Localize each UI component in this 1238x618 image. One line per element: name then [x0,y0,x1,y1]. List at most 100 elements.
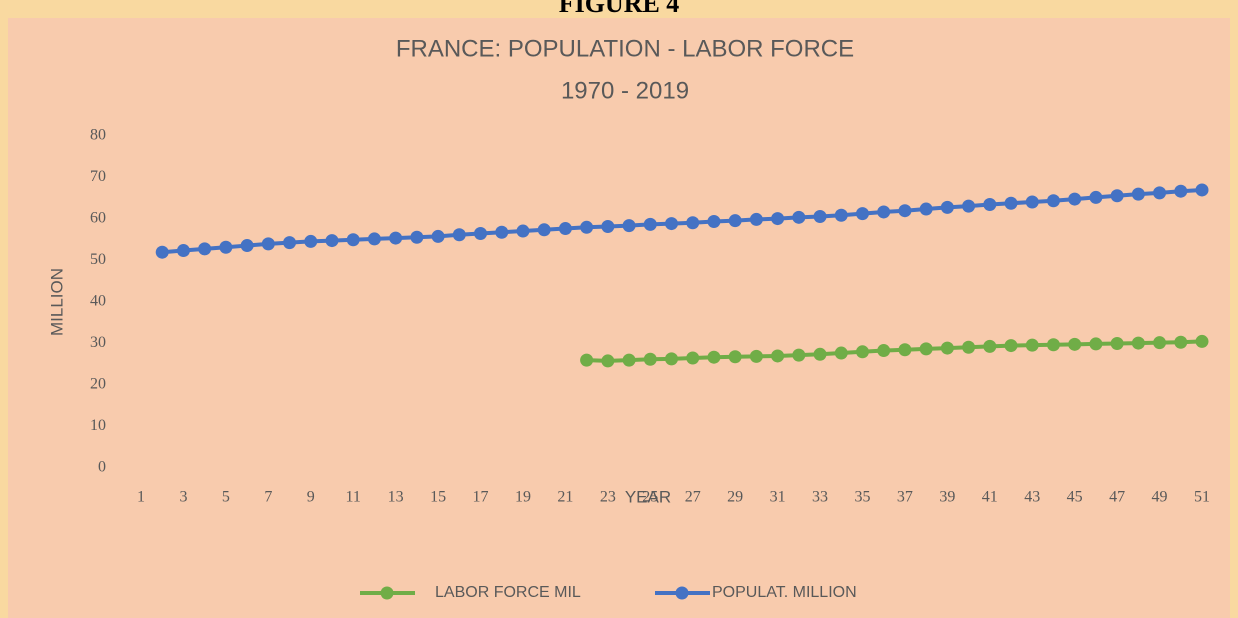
data-point [1046,338,1060,352]
legend-label: LABOR FORCE MIL [435,584,581,601]
x-tick-label: 11 [345,489,360,506]
data-point [219,240,233,254]
data-point [771,349,785,363]
legend-marker [675,586,689,600]
data-point [855,207,869,221]
data-point [580,353,594,367]
data-point [1089,190,1103,204]
data-point [1174,184,1188,198]
data-point [1068,337,1082,351]
data-point [1131,336,1145,350]
legend-label: POPULAT. MILLION [712,584,857,601]
data-point [855,345,869,359]
x-axis-label: YEAR [625,487,671,506]
data-point [771,212,785,226]
data-point [1110,189,1124,203]
data-point [1153,186,1167,200]
data-point [643,217,657,231]
figure-heading: FIGURE 4 [559,0,680,18]
data-point [176,244,190,258]
x-tick-label: 37 [897,489,913,506]
data-point [367,232,381,246]
data-point [643,352,657,366]
y-tick-label: 50 [90,251,106,268]
y-tick-label: 80 [90,127,106,144]
data-point [983,197,997,211]
y-axis-label: MILLION [47,268,66,336]
data-point [495,225,509,239]
data-point [1089,337,1103,351]
data-point [516,224,530,238]
data-point [749,349,763,363]
data-point [389,231,403,245]
data-point [813,210,827,224]
data-point [304,234,318,248]
data-point [962,199,976,213]
x-tick-label: 49 [1152,489,1168,506]
data-point [1174,335,1188,349]
y-tick-label: 0 [98,459,106,476]
data-point [1025,338,1039,352]
data-point [325,234,339,248]
x-tick-label: 5 [222,489,230,506]
data-point [622,353,636,367]
data-point [580,220,594,234]
y-tick-label: 70 [90,168,106,185]
y-tick-label: 60 [90,210,106,227]
data-point [1195,183,1209,197]
x-tick-label: 25 [642,489,658,506]
x-tick-label: 3 [179,489,187,506]
x-tick-label: 39 [939,489,955,506]
data-point [749,212,763,226]
data-point [601,354,615,368]
data-point [940,341,954,355]
data-point [537,223,551,237]
data-point [1195,334,1209,348]
x-tick-label: 13 [388,489,404,506]
data-point [558,222,572,236]
x-tick-label: 33 [812,489,828,506]
x-tick-label: 45 [1067,489,1083,506]
data-point [1004,196,1018,210]
data-point [686,351,700,365]
data-point [728,350,742,364]
data-point [813,347,827,361]
data-point [1025,195,1039,209]
x-tick-label: 23 [600,489,616,506]
chart-area [8,18,1230,618]
data-point [898,343,912,357]
data-point [474,227,488,241]
x-tick-label: 15 [430,489,446,506]
chart-title: FRANCE: POPULATION - LABOR FORCE [396,35,854,62]
x-tick-label: 21 [557,489,573,506]
data-point [1110,337,1124,350]
data-point [346,233,360,247]
data-point [728,214,742,228]
data-point [1131,187,1145,201]
data-point [940,200,954,214]
x-tick-label: 1 [137,489,145,506]
data-point [792,348,806,362]
data-point [283,236,297,250]
x-tick-label: 9 [307,489,315,506]
data-point [707,214,721,228]
data-point [1068,192,1082,206]
data-point [834,346,848,360]
x-tick-label: 51 [1194,489,1210,506]
data-point [792,210,806,224]
data-point [983,339,997,353]
data-point [834,208,848,222]
data-point [410,230,424,244]
data-point [877,344,891,358]
x-tick-label: 29 [727,489,743,506]
data-point [686,216,700,230]
data-point [155,245,169,259]
data-point [622,219,636,233]
x-tick-label: 17 [473,489,489,506]
data-point [1153,336,1167,350]
data-point [261,237,275,251]
data-point [877,205,891,219]
x-tick-label: 7 [264,489,272,506]
